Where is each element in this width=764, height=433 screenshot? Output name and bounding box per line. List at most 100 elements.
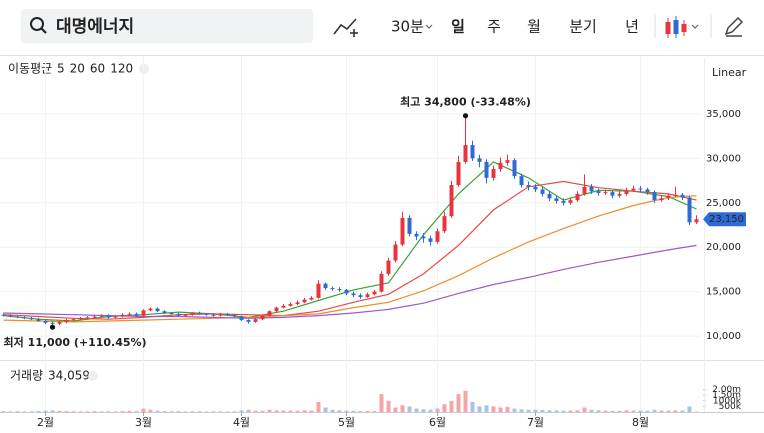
candle-body	[267, 311, 272, 316]
volume-bar	[253, 410, 258, 412]
candle-body	[36, 319, 41, 321]
candle-body	[134, 313, 139, 316]
volume-bar	[169, 411, 174, 412]
ma-legend-item: 5	[57, 62, 65, 76]
candle-body	[463, 145, 468, 162]
volume-bar	[386, 400, 391, 412]
ma-title: 이동평균	[8, 62, 52, 76]
candle-body	[540, 189, 545, 194]
y-tick-label: 20,000	[706, 242, 741, 253]
x-tick-label: 7월	[527, 416, 544, 429]
x-tick-label: 4월	[233, 416, 250, 429]
candle-body	[141, 310, 146, 316]
volume-bar	[309, 410, 314, 412]
candle-body	[428, 238, 433, 242]
volume-bar	[428, 409, 433, 412]
volume-bar	[673, 410, 678, 412]
volume-bar	[631, 410, 636, 412]
candle-body	[337, 288, 342, 290]
candle-body	[232, 314, 237, 317]
period-button[interactable]: 일	[451, 18, 465, 36]
draw-icon[interactable]	[724, 16, 744, 37]
candle-body	[652, 192, 657, 201]
volume-bar	[435, 408, 440, 412]
candle-body	[435, 231, 440, 242]
candle-body	[505, 160, 510, 163]
search-text[interactable]: 대명에너지	[56, 17, 134, 37]
volume-bar	[57, 410, 62, 412]
candle-body	[43, 320, 48, 323]
last-price-label: 23,150	[709, 214, 744, 225]
volume-bar	[36, 410, 41, 412]
candle-style-icon[interactable]	[665, 16, 699, 38]
volume-tick-label: 1.50m	[712, 391, 741, 401]
candle-body	[330, 288, 335, 290]
y-tick-label: 35,000	[706, 109, 741, 120]
volume-bar	[498, 407, 503, 412]
volume-bar	[15, 411, 20, 412]
candle-body	[372, 291, 377, 295]
candle-body	[470, 145, 475, 159]
ma-legend: 5 20 60 120	[57, 62, 150, 76]
candle-body	[57, 321, 62, 324]
volume-bar	[533, 409, 538, 412]
candle-body	[309, 297, 314, 300]
moving-average-line	[3, 161, 697, 322]
volume-bar	[239, 410, 244, 412]
x-tick-label: 5월	[338, 416, 355, 429]
candle-body	[78, 318, 83, 320]
chart-type-icon[interactable]	[333, 18, 358, 37]
period-button[interactable]: 년	[625, 18, 639, 36]
scale-mode[interactable]: Linear	[712, 66, 747, 79]
moving-average-line	[3, 180, 697, 320]
volume-bar	[526, 409, 531, 412]
volume-bar	[393, 407, 398, 412]
candle-body	[246, 320, 251, 322]
ma-legend-item: 20	[70, 62, 85, 76]
volume-bar	[421, 409, 426, 412]
candle-body	[22, 317, 27, 319]
volume-bar	[1, 411, 6, 412]
candle-body	[456, 161, 461, 186]
candle-body	[148, 308, 153, 311]
volume-close[interactable]	[88, 371, 98, 381]
ma-legend-close[interactable]	[139, 64, 150, 74]
volume-bar	[666, 410, 671, 412]
candle-body	[603, 192, 608, 194]
y-tick-label: 10,000	[706, 331, 741, 342]
candle-body	[92, 316, 97, 318]
candle-body	[533, 186, 538, 190]
candle-body	[484, 161, 489, 178]
volume-bar	[519, 409, 524, 412]
period-button[interactable]: 월	[527, 18, 541, 36]
candle-body	[15, 316, 20, 318]
period-button[interactable]: 분기	[569, 18, 597, 36]
volume-bar	[351, 410, 356, 412]
candle-body	[519, 176, 524, 186]
search-box[interactable]	[21, 9, 313, 43]
candle-body	[379, 273, 384, 292]
volume-bar	[617, 410, 622, 412]
ma-legend-item: 120	[110, 62, 133, 76]
volume-bar	[113, 411, 118, 412]
interval-button[interactable]: 30분	[391, 18, 424, 36]
volume-bar	[512, 408, 517, 412]
volume-bar	[687, 406, 692, 412]
candle-body	[547, 193, 552, 199]
period-button[interactable]: 주	[487, 18, 501, 36]
volume-bar	[491, 406, 496, 412]
volume-bar	[379, 394, 384, 412]
extreme-label: 최고 34,800 (-33.48%)	[400, 95, 531, 109]
candle-body	[386, 260, 391, 274]
candle-body	[400, 217, 405, 245]
volume-bar	[456, 394, 461, 412]
volume-tick-label: 2.00m	[712, 385, 741, 395]
y-tick-label: 30,000	[706, 153, 741, 164]
volume-bar	[652, 409, 657, 412]
candle-body	[120, 314, 125, 317]
candle-body	[239, 316, 244, 321]
last-price-tag	[703, 212, 746, 227]
candle-body	[85, 317, 90, 319]
volume-bar	[295, 410, 300, 412]
volume-bar	[197, 411, 202, 412]
